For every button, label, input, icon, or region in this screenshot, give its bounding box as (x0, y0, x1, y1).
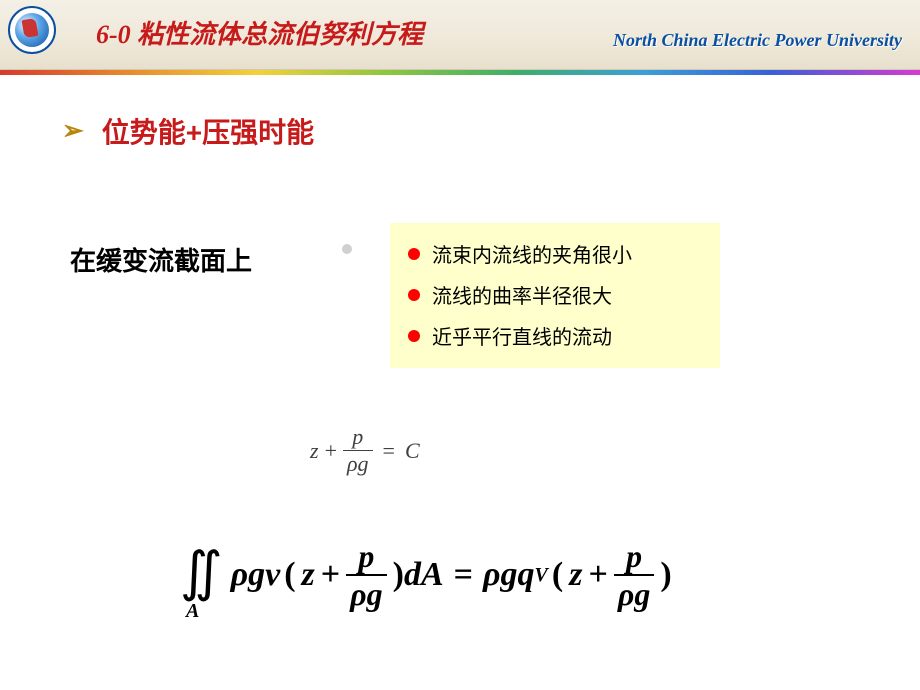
stray-dot-icon (342, 244, 352, 254)
university-name: North China Electric Power University (613, 30, 902, 51)
eq2-frac1-num: p (354, 540, 378, 574)
section-heading-row: ➢ 位势能+压强时能 (62, 111, 870, 151)
eq2-v: v (265, 556, 280, 594)
eq2-z2: z (569, 556, 582, 594)
eq2-dA: dA (404, 556, 444, 594)
eq2-lparen1: ( (284, 556, 295, 594)
eq1-rho: ρ (347, 451, 358, 476)
note-item: 近乎平行直线的流动 (408, 315, 706, 356)
eq2-plus2: + (588, 556, 607, 594)
slide-header: 6-0 粘性流体总流伯努利方程 North China Electric Pow… (0, 0, 920, 70)
eq2-q: q (518, 556, 535, 594)
university-logo (8, 6, 56, 54)
integral-domain: A (186, 603, 199, 619)
note-text: 流束内流线的夹角很小 (432, 239, 632, 268)
slide-title: 6-0 粘性流体总流伯努利方程 (96, 14, 423, 51)
eq2-rparen2: ) (660, 556, 671, 594)
eq1-z: z (310, 438, 319, 464)
note-item: 流线的曲率半径很大 (408, 274, 706, 315)
eq2-z1: z (302, 556, 315, 594)
eq2-frac1: p ρg (346, 540, 386, 610)
bullet-dot-icon (408, 248, 420, 260)
bullet-dot-icon (408, 289, 420, 301)
arrow-right-icon: ➢ (62, 118, 84, 144)
logo-inner (15, 13, 49, 47)
eq2-rparen1: ) (393, 556, 404, 594)
eq1-g: g (358, 451, 369, 476)
eq2-g1: g (248, 556, 265, 594)
note-item: 流束内流线的夹角很小 (408, 233, 706, 274)
note-text: 流线的曲率半径很大 (432, 280, 612, 309)
eq2-plus1: + (321, 556, 340, 594)
eq1-fraction: p ρg (343, 426, 373, 475)
eq2-rho1: ρ (231, 556, 249, 594)
equation-2: ∬ A ρ g v ( z + p ρg ) dA = ρ g q V ( z … (180, 540, 672, 610)
slide-content: ➢ 位势能+压强时能 在缓变流截面上 流束内流线的夹角很小 流线的曲率半径很大 … (0, 75, 920, 278)
eq2-V: V (535, 564, 548, 587)
eq1-num: p (352, 424, 363, 449)
eq2-frac2-num: p (622, 540, 646, 574)
eq1-equals: = (383, 438, 395, 464)
eq2-frac2-g: g (634, 576, 650, 612)
eq1-C: C (405, 438, 420, 464)
eq2-frac1-rho: ρ (350, 576, 366, 612)
eq2-frac2-rho: ρ (618, 576, 634, 612)
bullet-dot-icon (408, 330, 420, 342)
eq2-equals: = (454, 556, 473, 594)
eq2-frac2: p ρg (614, 540, 654, 610)
eq2-rho2: ρ (483, 556, 501, 594)
eq2-frac1-g: g (367, 576, 383, 612)
eq1-plus: + (325, 438, 337, 464)
equation-1: z + p ρg = C (310, 426, 420, 475)
section-heading: 位势能+压强时能 (102, 111, 314, 151)
eq2-g2: g (501, 556, 518, 594)
note-box: 流束内流线的夹角很小 流线的曲率半径很大 近乎平行直线的流动 (390, 223, 720, 368)
note-text: 近乎平行直线的流动 (432, 321, 612, 350)
double-integral-icon: ∬ A (180, 551, 223, 594)
eq2-lparen2: ( (552, 556, 563, 594)
